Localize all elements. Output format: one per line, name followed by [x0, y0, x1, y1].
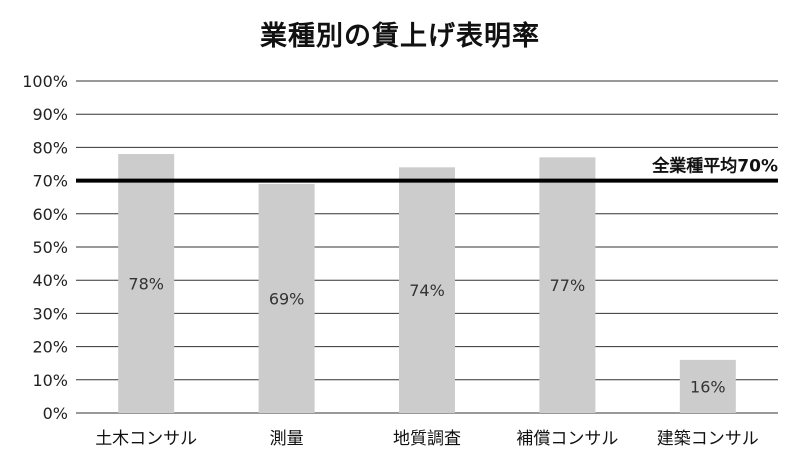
- bar: [399, 167, 455, 413]
- y-tick-label: 90%: [32, 105, 68, 124]
- y-tick-label: 0%: [43, 404, 68, 423]
- bar-data-label: 74%: [409, 281, 445, 300]
- x-axis-category-labels: 土木コンサル 測量 地質調査 補償コンサル 建築コンサル: [95, 429, 759, 449]
- x-category-label: 地質調査: [393, 429, 461, 449]
- bar: [258, 183, 315, 413]
- y-tick-label: 30%: [32, 304, 68, 323]
- bar-data-label: 16%: [690, 377, 726, 396]
- y-tick-label: 70%: [32, 172, 68, 191]
- chart-title: 業種別の賃上げ表明率: [260, 21, 540, 52]
- bar: [118, 154, 175, 414]
- y-tick-label: 80%: [32, 138, 68, 157]
- x-category-label: 測量: [270, 429, 304, 449]
- y-tick-label: 10%: [32, 371, 68, 390]
- reference-line-group: 全業種平均70%: [76, 156, 778, 183]
- y-tick-label: 60%: [32, 205, 68, 224]
- data-labels: 78% 69% 74% 77% 16%: [128, 275, 725, 397]
- x-category-label: 補償コンサル: [516, 429, 618, 449]
- bars: [118, 154, 736, 414]
- y-tick-label: 40%: [32, 271, 68, 290]
- y-tick-label: 20%: [32, 338, 68, 357]
- bar-data-label: 78%: [128, 275, 164, 294]
- reference-line-label: 全業種平均70%: [651, 156, 778, 177]
- y-axis-tick-labels: 0% 10% 20% 30% 40% 50% 60% 70% 80% 90% 100%: [22, 72, 68, 423]
- x-category-label: 土木コンサル: [95, 429, 197, 449]
- bar: [539, 157, 596, 413]
- bar: [679, 359, 736, 413]
- y-tick-label: 100%: [22, 72, 68, 91]
- bar-data-label: 69%: [269, 289, 305, 308]
- bar-data-label: 77%: [550, 276, 586, 295]
- x-category-label: 建築コンサル: [657, 429, 759, 449]
- y-tick-label: 50%: [32, 238, 68, 257]
